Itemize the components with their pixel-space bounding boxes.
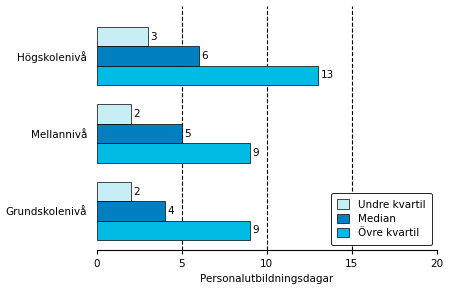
X-axis label: Personalutbildningsdagar: Personalutbildningsdagar — [200, 274, 334, 284]
Text: 6: 6 — [201, 51, 208, 61]
Bar — [97, 182, 131, 201]
Bar — [97, 201, 165, 221]
Bar — [97, 104, 131, 124]
Bar — [97, 124, 182, 143]
Text: 2: 2 — [133, 187, 140, 197]
Text: 3: 3 — [150, 32, 157, 41]
Bar — [97, 66, 318, 85]
Text: 2: 2 — [133, 109, 140, 119]
Text: 5: 5 — [185, 128, 191, 139]
Bar — [97, 46, 199, 66]
Text: 4: 4 — [167, 206, 174, 216]
Text: 9: 9 — [252, 225, 259, 235]
Text: 9: 9 — [252, 148, 259, 158]
Bar — [97, 27, 148, 46]
Bar — [97, 143, 250, 163]
Bar — [97, 221, 250, 240]
Text: 13: 13 — [321, 70, 334, 80]
Legend: Undre kvartil, Median, Övre kvartil: Undre kvartil, Median, Övre kvartil — [331, 193, 431, 245]
